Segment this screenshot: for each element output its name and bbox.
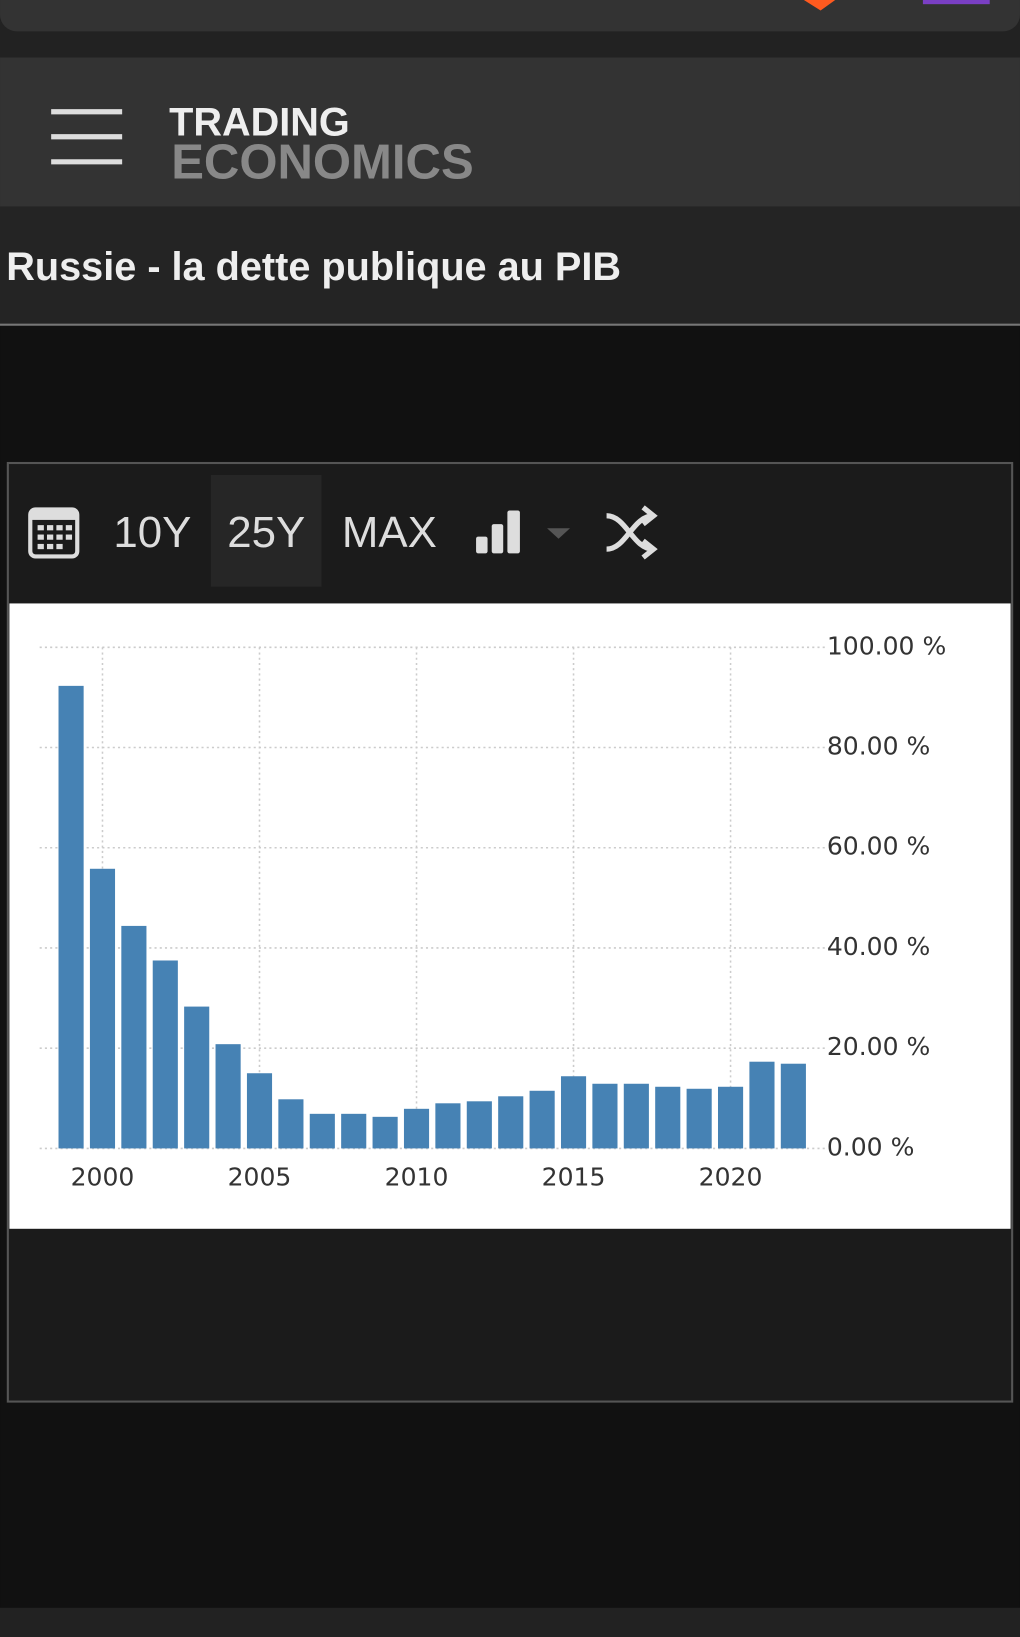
range-button[interactable]: 25Y (227, 508, 305, 557)
y-tick-label: 20.00 % (827, 1032, 930, 1061)
logo-top[interactable]: TRADING (169, 101, 350, 145)
bar (184, 1006, 210, 1149)
y-tick-label: 80.00 % (827, 732, 930, 761)
menu-button[interactable] (51, 109, 123, 165)
browser-bar (0, 0, 1020, 32)
bar (686, 1088, 712, 1149)
chart-type-button[interactable] (476, 510, 571, 554)
x-tick-label: 2015 (542, 1163, 606, 1192)
bar (372, 1116, 398, 1149)
bar (278, 1099, 304, 1149)
range-button[interactable]: 10Y (113, 508, 191, 557)
bar (560, 1076, 587, 1149)
bar (309, 1113, 335, 1149)
page-title: Russie - la dette publique au PIB (6, 245, 621, 289)
header (0, 57, 1020, 207)
bar (466, 1101, 492, 1149)
shuffle-button[interactable] (606, 505, 658, 560)
bar (121, 925, 147, 1149)
bar (246, 1073, 273, 1149)
footer-strip (0, 1607, 1020, 1637)
title-bar (0, 206, 1020, 324)
x-tick-label: 2010 (385, 1163, 449, 1192)
bar (529, 1090, 555, 1149)
calendar-button[interactable] (28, 507, 80, 559)
browser-icon (922, 0, 990, 5)
y-tick-label: 60.00 % (827, 832, 930, 861)
bar (341, 1113, 367, 1149)
bar (749, 1061, 775, 1149)
y-tick-label: 100.00 % (827, 631, 946, 660)
bar (152, 960, 178, 1149)
x-tick-label: 2005 (228, 1163, 292, 1192)
active-button-bg (210, 475, 322, 587)
bar (403, 1108, 430, 1149)
bar (89, 868, 116, 1149)
bar (655, 1086, 681, 1149)
bar (623, 1083, 649, 1149)
bar (58, 685, 84, 1149)
y-tick-label: 0.00 % (827, 1132, 915, 1161)
browser-icon (803, 0, 836, 11)
logo-bottom[interactable]: ECONOMICS (171, 136, 473, 190)
range-button[interactable]: MAX (342, 508, 437, 557)
bar (215, 1044, 241, 1149)
bar (717, 1086, 744, 1149)
chart: 0.00 % 20.00 % 40.00 % 60.00 % 80.00 % 100.00… (39, 631, 946, 1192)
bar (498, 1096, 524, 1149)
y-tick-label: 40.00 % (827, 932, 930, 961)
bar (435, 1103, 461, 1149)
bar (780, 1063, 806, 1149)
bar (592, 1083, 618, 1149)
x-tick-label: 2000 (71, 1163, 135, 1192)
x-tick-label: 2020 (699, 1163, 763, 1192)
